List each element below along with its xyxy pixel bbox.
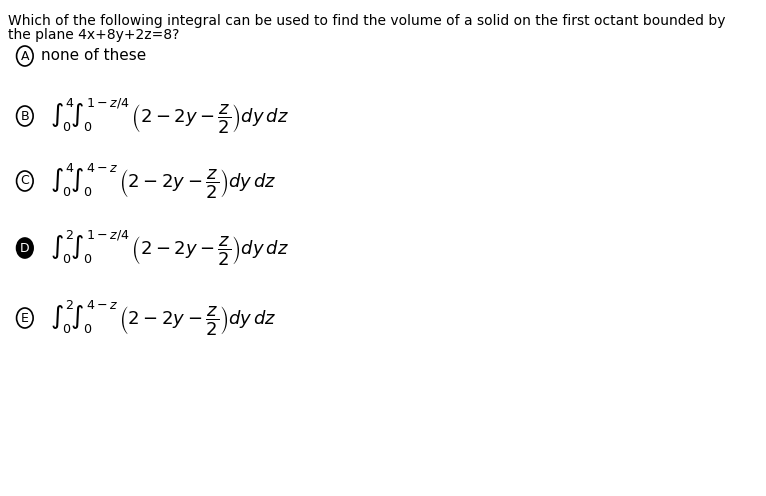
Text: $\int_0^{4}\!\int_0^{4-z}\,\left(2-2y-\dfrac{z}{2}\right)dy\,dz$: $\int_0^{4}\!\int_0^{4-z}\,\left(2-2y-\d…	[50, 162, 277, 200]
Text: the plane 4x+8y+2z=8?: the plane 4x+8y+2z=8?	[8, 28, 180, 42]
Text: C: C	[21, 175, 29, 187]
Text: B: B	[21, 110, 29, 123]
Text: D: D	[20, 242, 30, 254]
Text: $\int_0^{2}\!\int_0^{4-z}\,\left(2-2y-\dfrac{z}{2}\right)dy\,dz$: $\int_0^{2}\!\int_0^{4-z}\,\left(2-2y-\d…	[50, 299, 277, 338]
Text: E: E	[21, 311, 29, 324]
Circle shape	[17, 238, 33, 258]
Text: A: A	[21, 50, 29, 62]
Text: none of these: none of these	[41, 49, 146, 63]
Text: $\int_0^{2}\!\int_0^{1-z/4}\,\left(2-2y-\dfrac{z}{2}\right)dy\,dz$: $\int_0^{2}\!\int_0^{1-z/4}\,\left(2-2y-…	[50, 229, 289, 267]
Text: Which of the following integral can be used to find the volume of a solid on the: Which of the following integral can be u…	[8, 14, 725, 28]
Text: $\int_0^{4}\!\int_0^{1-z/4}\,\left(2-2y-\dfrac{z}{2}\right)dy\,dz$: $\int_0^{4}\!\int_0^{1-z/4}\,\left(2-2y-…	[50, 96, 289, 135]
